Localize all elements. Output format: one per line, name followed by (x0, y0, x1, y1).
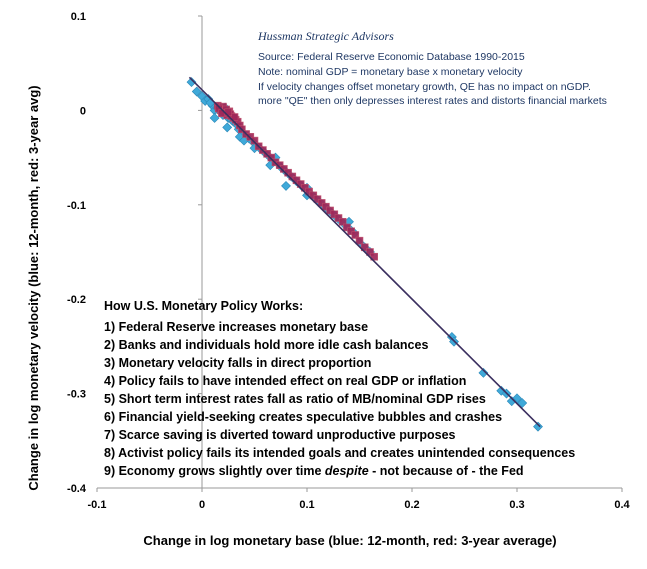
fit-line (188, 76, 541, 428)
note-line-4: more "QE" then only depresses interest r… (258, 95, 607, 107)
blue-point (478, 367, 489, 378)
x-tick-label: 0.3 (509, 499, 524, 511)
x-tick-label: 0.2 (404, 499, 419, 511)
y-axis-ticks: 0.1 0 -0.1 -0.2 -0.3 -0.4 (67, 11, 202, 495)
blue-point (506, 396, 517, 407)
step-7: 7) Scarce saving is diverted toward unpr… (104, 428, 456, 442)
red-point (351, 231, 360, 239)
step-5: 5) Short term interest rates fall as rat… (104, 392, 486, 406)
blue-point (222, 122, 233, 133)
step-4: 4) Policy fails to have intended effect … (104, 374, 466, 388)
steps-title: How U.S. Monetary Policy Works: (104, 299, 303, 313)
blue-point (517, 398, 528, 408)
step-6: 6) Financial yield-seeking creates specu… (104, 410, 502, 424)
step-2: 2) Banks and individuals hold more idle … (104, 338, 428, 352)
x-tick-label: 0 (199, 499, 205, 511)
x-axis-ticks: -0.1 0 0.1 0.2 0.3 0.4 (88, 488, 631, 511)
blue-point (281, 180, 291, 191)
blue-point (191, 86, 202, 97)
step-9-end: - not because of - the Fed (369, 464, 524, 478)
y-axis-title: Change in log monetary velocity (blue: 1… (26, 85, 41, 490)
step-9-emphasis: despite (325, 464, 369, 478)
red-point (267, 153, 276, 162)
note-title: Hussman Strategic Advisors (257, 29, 394, 43)
red-point (230, 113, 239, 121)
red-point (370, 252, 379, 261)
step-9: 9) Economy grows slightly over time desp… (104, 464, 524, 478)
y-tick-label: -0.3 (67, 389, 86, 401)
step-1: 1) Federal Reserve increases monetary ba… (104, 320, 368, 334)
step-8: 8) Activist policy fails its intended go… (104, 446, 575, 460)
x-tick-label: 0.4 (614, 499, 630, 511)
y-tick-label: 0.1 (71, 11, 86, 23)
red-point (360, 243, 369, 252)
blue-point (186, 77, 197, 88)
step-3: 3) Monetary velocity falls in direct pro… (104, 356, 371, 370)
x-tick-label: 0.1 (299, 499, 314, 511)
note-line-2: Note: nominal GDP = monetary base x mone… (258, 66, 523, 78)
red-point (366, 248, 374, 256)
y-tick-label: -0.1 (67, 200, 86, 212)
blue-point (533, 421, 543, 432)
red-point (355, 236, 364, 245)
x-tick-label: -0.1 (88, 499, 107, 511)
note-line-1: Source: Federal Reserve Economic Databas… (258, 51, 525, 63)
note-line-3: If velocity changes offset monetary grow… (258, 81, 591, 93)
y-tick-label: -0.2 (67, 294, 86, 306)
red-point (338, 217, 347, 226)
step-9-start: 9) Economy grows slightly over time (104, 464, 325, 478)
red-point (250, 136, 259, 145)
blue-point (209, 113, 220, 123)
y-tick-label: 0 (80, 105, 86, 117)
y-tick-label: -0.4 (67, 483, 87, 495)
x-axis-title: Change in log monetary base (blue: 12-mo… (143, 533, 556, 548)
